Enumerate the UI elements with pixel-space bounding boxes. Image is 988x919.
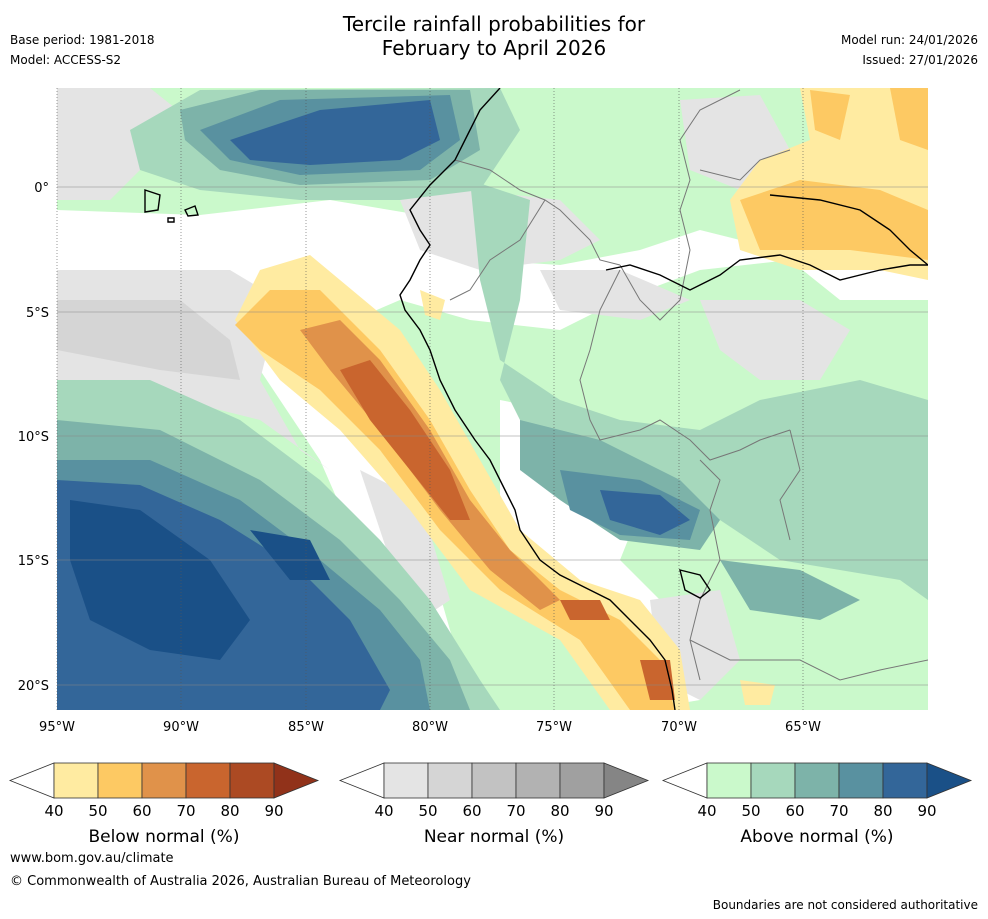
below-ne-50b [890,88,928,150]
colorbar-label: Above normal (%) [740,827,893,847]
below-ne-50c [810,90,850,140]
colorbar-tick: 70 [506,802,525,820]
below-coastal-70c [640,660,675,700]
issued-date: Issued: 27/01/2026 [862,53,978,67]
colorbar-segment [471,762,517,799]
colorbar-tick: 70 [829,802,848,820]
lon-label: 75°W [536,720,572,735]
colorbar-extend-high [603,762,650,799]
boundary-disclaimer: Boundaries are not considered authoritat… [712,898,978,912]
title-line-1: Tercile rainfall probabilities for [342,12,646,36]
colorbar-segment [515,762,561,799]
colorbar-tick: 50 [88,802,107,820]
colorbar-segment [838,762,884,799]
below-coastal-70b [560,600,610,620]
lon-label: 90°W [163,720,199,735]
colorbar-segment [882,762,928,799]
colorbar-segment [141,762,187,799]
colorbar-tick: 90 [594,802,613,820]
near-normal-brazil [700,300,850,380]
colorbar-extend-low [661,762,708,799]
colorbar-above: 40 50 60 70 80 90 Above normal (%) [661,762,973,847]
colorbar-tick: 80 [220,802,239,820]
colorbar-near: 40 50 60 70 80 90 Near normal (%) [338,762,650,847]
meta-right: Model run: 24/01/2026 Issued: 27/01/2026 [841,30,978,70]
colorbar-tick: 70 [176,802,195,820]
above-sw-90 [70,500,250,660]
lat-label: 10°S [18,430,49,445]
above-bolivia-60 [720,560,860,620]
map-title: Tercile rainfall probabilities for Febru… [0,12,988,60]
colorbar-tick: 60 [132,802,151,820]
colorbar-tick: 50 [418,802,437,820]
lon-label: 65°W [785,720,821,735]
lat-label: 5°S [26,306,49,321]
colorbar-segment [559,762,605,799]
colorbar-segment [383,762,429,799]
colorbar-tick: 80 [873,802,892,820]
meta-left: Base period: 1981-2018 Model: ACCESS-S2 [10,30,155,70]
copyright-notice: © Commonwealth of Australia 2026, Austra… [10,874,471,889]
colorbar-tick: 40 [44,802,63,820]
colorbar-label: Below normal (%) [89,827,240,847]
colorbar-segment [97,762,143,799]
colorbar-label: Near normal (%) [424,827,564,847]
colorbar-extend-low [338,762,385,799]
lat-label: 20°S [18,679,49,694]
above-n-80 [230,100,440,165]
colorbar-segment [185,762,231,799]
model-run: Model run: 24/01/2026 [840,33,978,47]
near-normal-offshore [360,470,450,620]
colorbar-segment [427,762,473,799]
near-normal-ocean-core [57,300,240,380]
probability-field [57,88,928,710]
above-peru-80 [600,490,690,535]
below-ne-50 [740,180,928,260]
lat-label: 0° [34,181,49,196]
above-sw-90b [250,530,330,580]
map-latlines [57,186,928,686]
colorbar-extend-high [273,762,320,799]
lon-label: 95°W [39,720,75,735]
colorbar-tick: 40 [374,802,393,820]
near-normal-amazon [540,270,690,320]
below-ecuador-40 [420,290,445,320]
model-name: Model: ACCESS-S2 [10,53,122,67]
colorbar-segment [53,762,99,799]
colorbar-extend-low [8,762,55,799]
colorbar-tick: 60 [785,802,804,820]
colorbar-tick: 50 [741,802,760,820]
lat-label: 15°S [18,554,49,569]
colorbar-extend-high [926,762,973,799]
lon-label: 70°W [661,720,697,735]
colorbar-segment [706,762,752,799]
colorbar-segment [794,762,840,799]
coastline [144,88,928,710]
base-period: Base period: 1981-2018 [10,33,155,47]
above-peru-50 [470,180,928,600]
colorbar-tick: 40 [697,802,716,820]
colorbar-tick: 90 [917,802,936,820]
website-link[interactable]: www.bom.gov.au/climate [10,851,174,866]
colorbar-segment [229,762,275,799]
colorbar-tick: 90 [264,802,283,820]
lon-label: 80°W [412,720,448,735]
latitude-labels: 0° 5°S 10°S 15°S 20°S [18,181,49,694]
longitude-labels: 95°W 90°W 85°W 80°W 75°W 70°W 65°W [39,720,821,735]
colorbar-tick: 60 [462,802,481,820]
country-boundaries [449,89,928,681]
lon-label: 85°W [288,720,324,735]
colorbar-segment [750,762,796,799]
colorbar-tick: 80 [550,802,569,820]
colorbar-legends: 40 50 60 70 80 90 Below normal (%) 40 50 60 70 80 90… [8,762,973,847]
title-line-2: February to April 2026 [381,36,607,60]
below-south-40 [740,680,775,705]
colorbar-below: 40 50 60 70 80 90 Below normal (%) [8,762,320,847]
below-coastal-70 [340,360,470,520]
